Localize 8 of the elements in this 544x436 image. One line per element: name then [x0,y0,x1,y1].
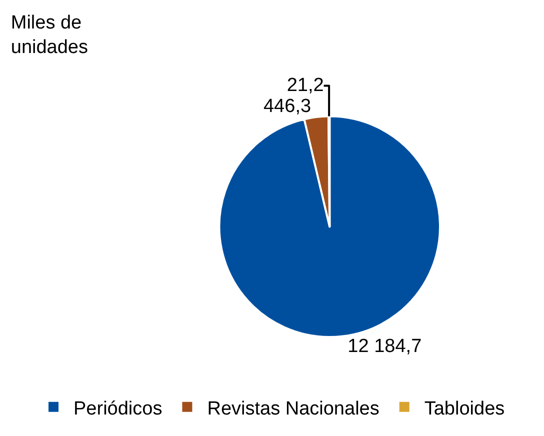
data-label: 21,2 [286,75,324,96]
chart-title: Miles de unidades [10,12,88,58]
legend-label: Periódicos [74,398,162,420]
legend-label: Revistas Nacionales [207,398,380,420]
data-label: 12 184,7 [348,336,422,358]
legend-label: Tabloides [424,398,505,420]
data-label: 446,3 [263,96,312,118]
pie-slice [218,115,441,338]
